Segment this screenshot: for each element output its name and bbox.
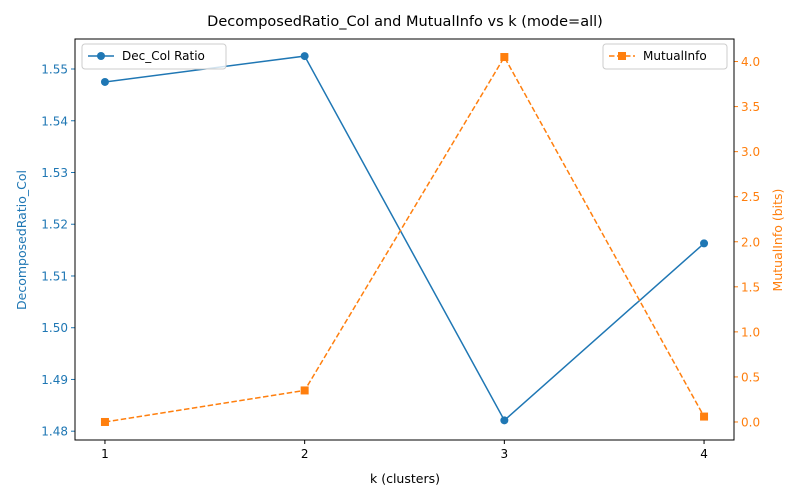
x-axis-ticks: 1 2 3 4 [101,440,708,461]
chart-title: DecomposedRatio_Col and MutualInfo vs k … [207,14,603,30]
left-tick-label: 1.49 [41,373,68,387]
x-tick-label: 3 [501,447,509,461]
right-axis-label: MutualInfo (bits) [770,189,785,292]
left-tick-label: 1.52 [41,218,68,232]
left-tick-label: 1.51 [41,269,68,283]
data-point-dec-col-ratio [300,52,309,61]
right-tick-label: 1.5 [741,280,760,294]
legend-label-mutualinfo: MutualInfo [643,49,707,63]
data-point-dec-col-ratio [500,416,509,425]
right-tick-label: 1.0 [741,325,760,339]
left-axis-ticks: 1.48 1.49 1.50 1.51 1.52 1.53 1.54 1.55 [41,63,75,439]
data-point-dec-col-ratio [100,77,109,86]
left-tick-label: 1.53 [41,166,68,180]
legend-frame [602,43,728,70]
legend-frame [81,43,227,70]
data-point-mutualinfo [500,53,509,62]
right-tick-label: 0.5 [741,370,760,384]
plot-frame [74,38,735,441]
right-tick-label: 2.5 [741,190,760,204]
legend-top-right: MutualInfo [602,43,728,70]
right-tick-label: 3.0 [741,145,760,159]
data-point-mutualinfo [700,412,709,421]
right-tick-label: 0.0 [741,415,760,429]
legend-marker-mutualinfo [618,52,626,60]
left-tick-label: 1.50 [41,321,68,335]
left-axis-label: DecomposedRatio_Col [14,170,29,310]
data-point-mutualinfo [300,386,309,395]
data-point-dec-col-ratio [700,239,709,248]
series-line-mutualinfo [104,55,705,423]
right-tick-label: 4.0 [741,55,760,69]
x-axis-label: k (clusters) [370,471,440,486]
x-tick-label: 2 [301,447,309,461]
legend-top-left: Dec_Col Ratio [81,43,227,70]
legend-label-dec-col-ratio: Dec_Col Ratio [122,49,205,63]
right-tick-label: 2.0 [741,235,760,249]
left-tick-label: 1.54 [41,114,68,128]
x-tick-label: 1 [101,447,109,461]
data-point-mutualinfo [100,417,109,426]
legend-marker-dec-col-ratio [97,52,105,60]
right-axis-ticks: 0.0 0.5 1.0 1.5 2.0 2.5 3.0 3.5 4.0 [734,55,760,429]
right-tick-label: 3.5 [741,100,760,114]
x-tick-label: 4 [700,447,708,461]
left-tick-label: 1.48 [41,425,68,439]
left-tick-label: 1.55 [41,63,68,77]
